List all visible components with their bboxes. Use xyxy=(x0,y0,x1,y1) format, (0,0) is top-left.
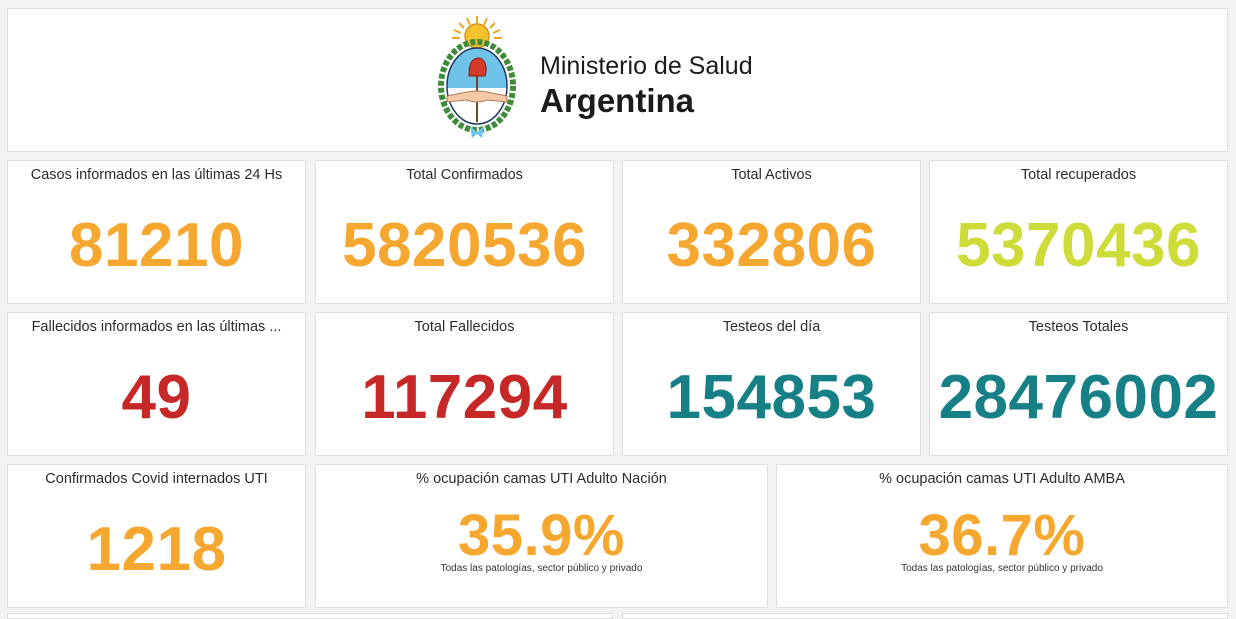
panel-value: 5820536 xyxy=(342,211,587,280)
panel-value: 35.9% xyxy=(458,503,625,568)
panel-title: Total recuperados xyxy=(1020,167,1137,183)
panel-note: Todas las patologías, sector público y p… xyxy=(440,563,643,574)
panel-total-confirmed: Total Confirmados 5820536 xyxy=(315,160,614,304)
panel-title: Total Confirmados xyxy=(406,167,523,183)
panel-value: 49 xyxy=(121,363,192,432)
panel-value: 5370436 xyxy=(956,211,1201,280)
panel-icu-nation: % ocupación camas UTI Adulto Nación 35.9… xyxy=(315,464,768,608)
panel-value: 332806 xyxy=(666,211,877,280)
panel-total-recovered: Total recuperados 5370436 xyxy=(929,160,1228,304)
panel-value: 28476002 xyxy=(938,363,1219,432)
panel-cases-24h: Casos informados en las últimas 24 Hs 81… xyxy=(7,160,306,304)
header-panel xyxy=(7,8,1228,152)
next-panel-edge xyxy=(622,613,1228,619)
ministry-country: Argentina xyxy=(540,82,695,119)
panel-value: 1218 xyxy=(86,515,227,584)
panel-value: 36.7% xyxy=(918,503,1086,568)
panel-title: % ocupación camas UTI Adulto AMBA xyxy=(879,471,1125,487)
panel-title: Fallecidos informados en las últimas ... xyxy=(31,319,282,335)
panel-icu-covid: Confirmados Covid internados UTI 1218 xyxy=(7,464,306,608)
panel-title: Testeos del día xyxy=(722,319,821,335)
panel-value: 154853 xyxy=(666,363,877,432)
panel-note: Todas las patologías, sector público y p… xyxy=(901,563,1103,574)
panel-title: Total Activos xyxy=(731,167,812,183)
panel-icu-amba: % ocupación camas UTI Adulto AMBA 36.7% … xyxy=(776,464,1228,608)
panel-total-deaths: Total Fallecidos 117294 xyxy=(315,312,614,456)
panel-title: Confirmados Covid internados UTI xyxy=(45,471,268,487)
panel-tests-total: Testeos Totales 28476002 xyxy=(929,312,1228,456)
panel-title: Casos informados en las últimas 24 Hs xyxy=(30,167,283,183)
panel-total-active: Total Activos 332806 xyxy=(622,160,921,304)
panel-value: 81210 xyxy=(69,211,244,280)
next-panel-edge xyxy=(7,613,613,619)
panel-value: 117294 xyxy=(361,363,568,432)
panel-title: % ocupación camas UTI Adulto Nación xyxy=(416,471,667,487)
panel-title: Testeos Totales xyxy=(1028,319,1129,335)
ministry-title: Ministerio de Salud xyxy=(540,52,753,80)
panel-title: Total Fallecidos xyxy=(414,319,515,335)
panel-deaths-24h: Fallecidos informados en las últimas ...… xyxy=(7,312,306,456)
argentina-coat-of-arms-icon xyxy=(438,16,516,138)
panel-tests-today: Testeos del día 154853 xyxy=(622,312,921,456)
